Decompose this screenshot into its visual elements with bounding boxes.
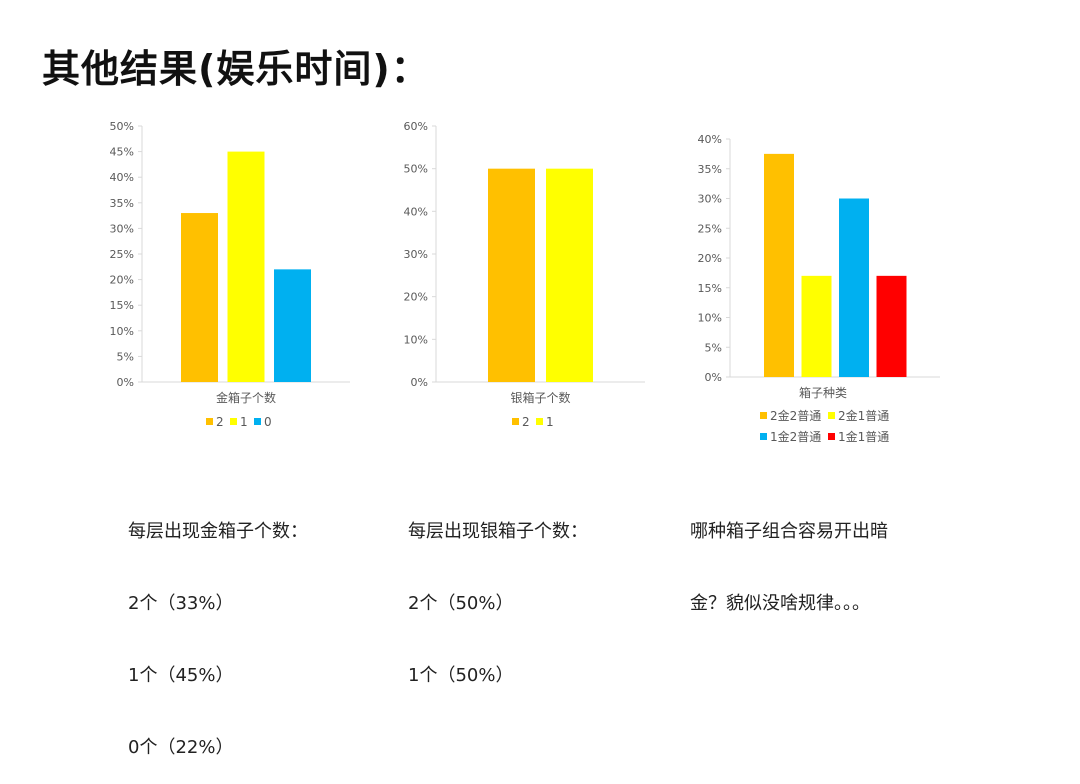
y-tick-label: 20%: [110, 274, 134, 287]
silver-caption-line: 2个（50%）: [408, 593, 514, 614]
silver-caption-line: 1个（50%）: [408, 665, 514, 686]
gold-chests-chart: 0% 5% 10% 15% 20% 25% 30% 35% 40% 45% 50% 金箱子个数 2 1 0: [110, 120, 350, 429]
y-tick-label: 25%: [110, 248, 134, 261]
legend-label: 1金1普通: [838, 429, 889, 444]
gold-caption-line: 2个（33%）: [128, 593, 234, 614]
legend-label: 1: [240, 415, 248, 429]
y-tick-label: 5%: [705, 341, 722, 354]
bar-1: [227, 151, 265, 382]
y-tick-label: 10%: [698, 312, 722, 325]
bar-2金1普通: [801, 275, 832, 377]
x-axis-title: 银箱子个数: [510, 390, 570, 405]
y-tick-label: 15%: [698, 282, 722, 295]
legend-label: 2: [216, 415, 224, 429]
combo-caption-line: 金？貌似没啥规律。。。: [690, 593, 870, 614]
y-tick-label: 20%: [404, 291, 428, 304]
y-tick-label: 0%: [117, 376, 134, 389]
legend-swatch: [828, 433, 835, 440]
y-tick-label: 50%: [110, 120, 134, 133]
x-axis-title: 金箱子个数: [216, 390, 276, 405]
legend-label: 0: [264, 415, 272, 429]
legend-swatch: [206, 418, 213, 425]
y-tick-label: 30%: [404, 248, 428, 261]
legend-swatch: [760, 412, 767, 419]
legend-swatch: [512, 418, 519, 425]
legend-label: 2金1普通: [838, 408, 889, 423]
legend-label: 1金2普通: [770, 429, 821, 444]
bar-1金1普通: [876, 275, 907, 377]
combo-caption: 哪种箱子组合容易开出暗 金？貌似没啥规律。。。: [690, 472, 888, 640]
silver-chests-chart: 0% 10% 20% 30% 40% 50% 60% 银箱子个数 2 1: [404, 120, 645, 429]
bar-2金2普通: [764, 153, 794, 377]
bar-1金2普通: [839, 198, 869, 377]
silver-caption: 每层出现银箱子个数： 2个（50%） 1个（50%）: [408, 472, 588, 712]
bar-1: [546, 168, 593, 382]
y-tick-label: 0%: [411, 376, 428, 389]
y-tick-label: 60%: [404, 120, 428, 133]
x-axis-title: 箱子种类: [799, 385, 847, 400]
y-tick-label: 40%: [698, 133, 722, 146]
y-tick-label: 10%: [110, 325, 134, 338]
legend-swatch: [230, 418, 237, 425]
y-tick-label: 5%: [117, 350, 134, 363]
legend-label: 1: [546, 415, 554, 429]
y-tick-label: 10%: [404, 333, 428, 346]
silver-caption-line: 每层出现银箱子个数：: [408, 521, 588, 542]
legend-swatch: [536, 418, 543, 425]
y-tick-label: 50%: [404, 163, 428, 176]
y-tick-label: 15%: [110, 299, 134, 312]
combo-caption-line: 哪种箱子组合容易开出暗: [690, 521, 888, 542]
y-tick-label: 40%: [110, 171, 134, 184]
legend-swatch: [828, 412, 835, 419]
y-tick-label: 40%: [404, 205, 428, 218]
gold-caption-line: 1个（45%）: [128, 665, 234, 686]
y-tick-label: 35%: [110, 197, 134, 210]
y-tick-label: 30%: [110, 222, 134, 235]
legend-swatch: [254, 418, 261, 425]
bar-0: [274, 269, 311, 382]
chest-combo-chart: 0% 5% 10% 15% 20% 25% 30% 35% 40% 箱子种类 2金2普通 2金1普通 1…: [698, 133, 940, 444]
bar-2: [181, 213, 218, 382]
gold-caption-line: 每层出现金箱子个数：: [128, 521, 308, 542]
legend-swatch: [760, 433, 767, 440]
y-tick-label: 35%: [698, 163, 722, 176]
legend-label: 2金2普通: [770, 408, 821, 423]
legend-label: 2: [522, 415, 530, 429]
page-title: 其他结果(娱乐时间)：: [42, 47, 430, 91]
y-tick-label: 20%: [698, 252, 722, 265]
y-tick-label: 25%: [698, 222, 722, 235]
y-tick-label: 45%: [110, 146, 134, 159]
gold-caption-line: 0个（22%）: [128, 737, 234, 758]
bar-2: [488, 168, 535, 382]
gold-caption: 每层出现金箱子个数： 2个（33%） 1个（45%） 0个（22%）: [128, 472, 308, 784]
y-tick-label: 0%: [705, 371, 722, 384]
y-tick-label: 30%: [698, 193, 722, 206]
